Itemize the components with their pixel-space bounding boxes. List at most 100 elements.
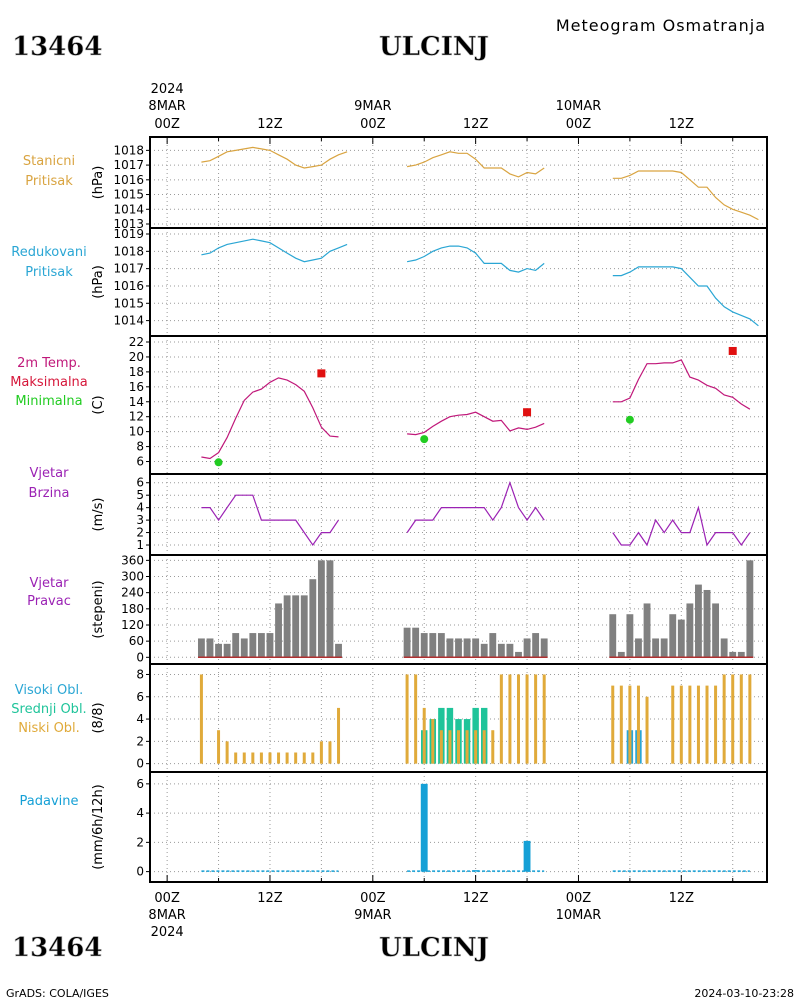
series-line bbox=[612, 359, 751, 410]
ytick-label: 6 bbox=[136, 690, 144, 704]
bar-wind_direction bbox=[446, 638, 454, 658]
xtick-label-bottom: 12Z bbox=[463, 891, 489, 906]
bar-cloud_cover bbox=[474, 730, 478, 764]
bar-wind_direction bbox=[403, 627, 411, 658]
bar-wind_direction bbox=[412, 627, 420, 658]
bar-cloud_cover bbox=[251, 752, 255, 764]
bar-wind_direction bbox=[677, 619, 685, 658]
date-label-bottom: 8MAR bbox=[148, 908, 185, 923]
bar-wind_direction bbox=[472, 638, 480, 658]
bar-cloud_cover bbox=[285, 752, 289, 764]
bar-cloud_cover bbox=[422, 707, 426, 764]
bar-wind_direction bbox=[335, 643, 342, 658]
ytick-label: 60 bbox=[129, 634, 144, 648]
station-id-top: 13464 bbox=[12, 32, 102, 62]
xtick-label-top: 00Z bbox=[154, 117, 180, 132]
bar-cloud_cover bbox=[525, 674, 529, 764]
ytick-label: 1018 bbox=[113, 244, 144, 258]
series-line bbox=[201, 146, 348, 169]
bar-wind_direction bbox=[746, 560, 754, 658]
bar-wind_direction bbox=[257, 633, 265, 658]
panel-temperature bbox=[201, 346, 751, 467]
ytick-label: 14 bbox=[129, 395, 144, 409]
ytick-label: 1013 bbox=[113, 217, 144, 231]
bar-cloud_cover bbox=[457, 730, 460, 764]
bar-wind_direction bbox=[515, 651, 522, 658]
min-temp-marker bbox=[214, 458, 223, 467]
bar-cloud_cover bbox=[294, 752, 298, 764]
panel-wind_direction bbox=[197, 560, 754, 659]
bar-wind_direction bbox=[275, 603, 282, 658]
subtitle: Meteogram Osmatranja bbox=[556, 16, 766, 35]
bar-wind_direction bbox=[686, 603, 694, 658]
ytick-label: 18 bbox=[129, 365, 144, 379]
xtick-label-top: 12Z bbox=[463, 117, 489, 132]
unit-label: (hPa) bbox=[91, 166, 106, 200]
ytick-label: 4 bbox=[136, 806, 144, 820]
bar-wind_direction bbox=[223, 643, 231, 658]
bar-wind_direction bbox=[626, 614, 634, 658]
ytick-label: 8 bbox=[136, 667, 144, 681]
bar-wind_direction bbox=[480, 643, 488, 658]
panel-frame bbox=[149, 771, 768, 883]
ytick-label: 20 bbox=[129, 350, 144, 364]
grid-layer bbox=[150, 137, 767, 882]
bar-cloud_cover bbox=[337, 707, 341, 764]
bar-wind_direction bbox=[617, 651, 625, 658]
bar-cloud_cover bbox=[534, 674, 538, 764]
bar-wind_direction bbox=[240, 638, 248, 658]
panel-label: Maksimalna bbox=[10, 375, 88, 390]
unit-label: (C) bbox=[91, 395, 106, 414]
year-label-top: 2024 bbox=[151, 82, 184, 97]
panel-label: Stanicni bbox=[23, 154, 75, 169]
xtick-label-top: 00Z bbox=[566, 117, 592, 132]
panel-precipitation bbox=[201, 783, 750, 872]
panel-layer bbox=[197, 146, 759, 872]
ytick-label: 300 bbox=[121, 570, 144, 584]
bar-wind_direction bbox=[695, 584, 702, 658]
footer-timestamp: 2024-03-10-23:28 bbox=[694, 987, 794, 1000]
panel-cloud_cover bbox=[199, 674, 752, 764]
date-label-bottom: 9MAR bbox=[354, 908, 391, 923]
bar-cloud_cover bbox=[499, 674, 503, 764]
ytick-label: 120 bbox=[121, 618, 144, 632]
ytick-label: 1017 bbox=[113, 262, 144, 276]
bar-wind_direction bbox=[712, 603, 720, 658]
ytick-label: 12 bbox=[129, 410, 144, 424]
station-name-top: ULCINJ bbox=[379, 32, 489, 62]
series-line bbox=[201, 238, 348, 263]
bar-wind_direction bbox=[437, 633, 445, 658]
bar-precipitation bbox=[523, 840, 531, 872]
bar-cloud_cover bbox=[319, 741, 323, 764]
bar-wind_direction bbox=[215, 643, 222, 658]
ytick-label: 1015 bbox=[113, 188, 144, 202]
ytick-label: 4 bbox=[136, 501, 144, 515]
panel-station_pressure bbox=[201, 146, 759, 221]
ytick-label: 6 bbox=[136, 777, 144, 791]
year-label-bottom: 2024 bbox=[151, 925, 184, 940]
bar-wind_direction bbox=[497, 643, 505, 658]
panel-label: Padavine bbox=[20, 794, 79, 809]
series-line bbox=[406, 151, 545, 178]
bar-wind_direction bbox=[326, 560, 334, 658]
max-temp-marker bbox=[317, 369, 326, 378]
ytick-label: 6 bbox=[136, 476, 144, 490]
bar-wind_direction bbox=[292, 595, 300, 658]
ytick-label: 2 bbox=[136, 526, 144, 540]
bar-precipitation bbox=[472, 870, 480, 872]
bar-cloud_cover bbox=[739, 674, 743, 764]
ytick-label: 22 bbox=[129, 335, 144, 349]
ytick-label: 180 bbox=[121, 602, 144, 616]
panel-label: Brzina bbox=[29, 486, 70, 501]
axis-layer: 101310141015101610171018(hPa)StanicniPri… bbox=[10, 82, 768, 940]
ytick-label: 1016 bbox=[113, 279, 144, 293]
panel-label: 2m Temp. bbox=[17, 356, 81, 371]
bar-cloud_cover bbox=[405, 674, 409, 764]
panel-label: Vjetar bbox=[30, 466, 70, 481]
xtick-label-bottom: 12Z bbox=[257, 891, 283, 906]
bar-cloud_cover bbox=[508, 674, 512, 764]
ytick-label: 1019 bbox=[113, 227, 144, 241]
xtick-label-bottom: 00Z bbox=[154, 891, 180, 906]
ytick-label: 1017 bbox=[113, 158, 144, 172]
